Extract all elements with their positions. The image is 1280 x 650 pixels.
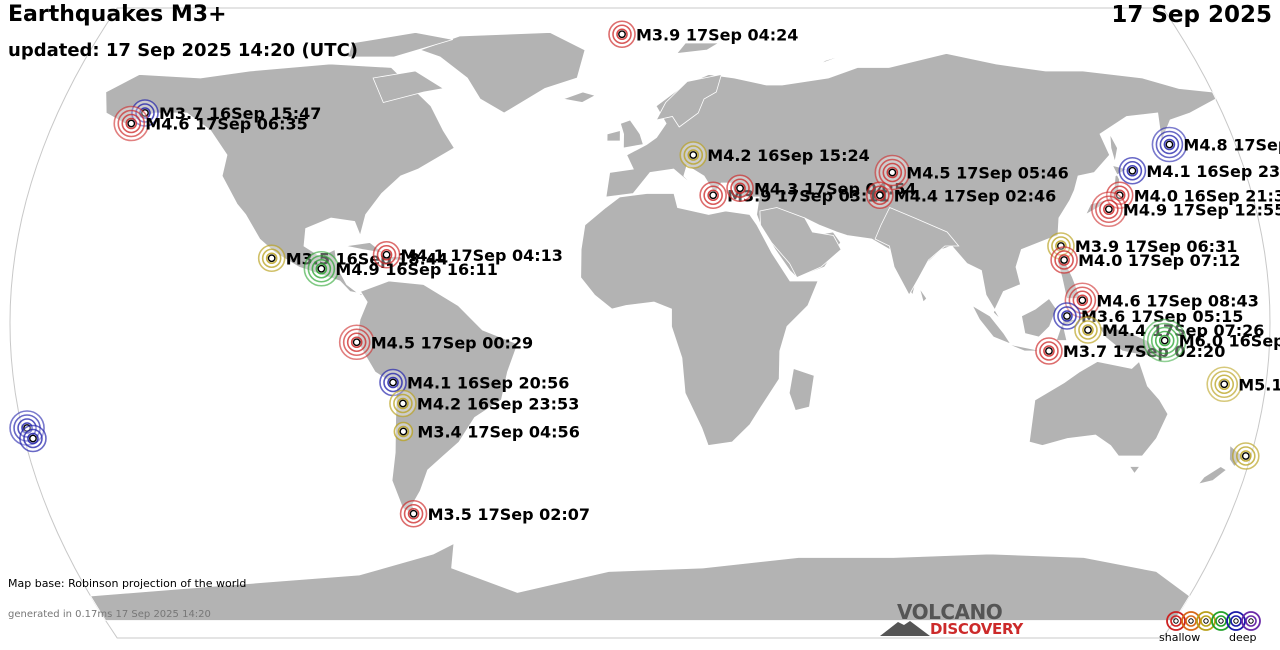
landmass-india: [874, 206, 960, 296]
quake-label: M3.5 17Sep 02:07: [428, 505, 590, 524]
quake-label: M4.8 17Sep 06:38: [1183, 136, 1280, 155]
quake-label: M4.4 17Sep 02:46: [894, 186, 1056, 205]
legend-depth-marker: [1166, 611, 1186, 631]
landmass-british-isles: [619, 119, 644, 149]
quake-label: M3.9 17Sep 03:11: [727, 186, 889, 205]
updated-time: updated: 17 Sep 2025 14:20 (UTC): [8, 40, 359, 61]
quake-label: M4.2 16Sep 15:24: [707, 146, 869, 165]
quake-marker[interactable]: M4.4 17Sep 02:46: [866, 181, 1056, 210]
quake-label: M4.9 16Sep 16:11: [335, 260, 497, 279]
quake-label: M3.9 17Sep 04:24: [636, 25, 798, 44]
logo-discovery-text[interactable]: DISCOVERY: [930, 620, 1023, 638]
quake-marker[interactable]: M4.0 17Sep 07:12: [1050, 246, 1241, 274]
legend-depth-marker: [1196, 611, 1216, 631]
legend-depth-marker: [1181, 611, 1201, 631]
landmass-sri-lanka: [919, 287, 928, 303]
logo-volcano-text[interactable]: VOLCANO: [897, 600, 1003, 624]
landmass-novaya-zemlya: [802, 53, 849, 75]
quake-marker[interactable]: M6.0 16Sep 16:59: [1142, 318, 1280, 363]
quake-marker[interactable]: M4.6 17Sep 06:35: [113, 105, 308, 142]
landmass-borneo: [1021, 297, 1057, 338]
map-date: 17 Sep 2025: [1111, 2, 1272, 28]
quake-marker[interactable]: M4.8 17Sep 06:38: [1151, 126, 1280, 163]
quake-marker[interactable]: M4.5 17Sep 00:29: [338, 324, 533, 361]
quake-marker[interactable]: M4.9 17Sep 12:55: [1091, 191, 1280, 228]
quake-label: M6.0 16Sep 16:59: [1179, 332, 1280, 351]
landmass-north-america: [105, 63, 455, 296]
quake-marker[interactable]: M3.6 17Sep 05:15: [1053, 302, 1243, 330]
legend-depth-marker: [1226, 611, 1246, 631]
quake-marker[interactable]: M4.9 16Sep 16:11: [303, 250, 498, 287]
depth-legend: [1166, 611, 1261, 631]
volcano-logo-icon: [880, 621, 930, 636]
quake-marker[interactable]: M4.1 16Sep 20:56: [379, 368, 569, 397]
quake-marker[interactable]: M5.1 17Sep 12:02: [1206, 366, 1280, 403]
landmasses: [89, 32, 1245, 621]
landmass-sakhalin: [1109, 133, 1118, 163]
landmass-south-america: [356, 280, 519, 517]
quake-marker[interactable]: [1232, 442, 1260, 470]
landmass-iceland: [561, 91, 597, 103]
landmass-africa: [580, 193, 819, 446]
landmass-greenland: [418, 32, 586, 114]
quake-marker[interactable]: [19, 424, 47, 453]
legend-depth-marker: [1241, 611, 1261, 631]
quake-marker[interactable]: M4.1 16Sep 23:07: [1118, 156, 1280, 185]
landmass-eurasia: [605, 53, 1217, 320]
legend-depth-marker: [1211, 611, 1231, 631]
landmass-tasmania: [1128, 466, 1141, 475]
legend-deep-label: deep: [1229, 631, 1257, 644]
quake-label: M5.1 17Sep 12:02: [1238, 375, 1280, 394]
quake-label: M3.6 17Sep 05:15: [1081, 307, 1243, 326]
page-title: Earthquakes M3+: [8, 2, 227, 27]
quake-label: M3.7 16Sep 15:47: [159, 104, 321, 123]
quake-label: M4.0 17Sep 07:12: [1078, 251, 1240, 270]
quake-label: M4.1 17Sep 04:13: [401, 246, 563, 265]
quake-marker[interactable]: M4.5 17Sep 05:46: [874, 154, 1069, 191]
quake-label: M3.5 16Sep 18:44: [286, 249, 448, 268]
quake-label: M4.9 17Sep 12:55: [1123, 200, 1280, 219]
map-base-note: Map base: Robinson projection of the wor…: [8, 577, 247, 590]
quake-label: M3.4 17Sep 04:56: [417, 423, 579, 442]
landmass-ellesmere: [347, 32, 454, 58]
landmass-antarctica: [89, 542, 1191, 621]
quake-label: M4.5 17Sep 05:46: [906, 164, 1068, 183]
quake-label: M4.6 17Sep 08:43: [1096, 291, 1258, 310]
landmass-baffin: [372, 70, 445, 103]
quake-marker[interactable]: M3.5 17Sep 02:07: [399, 499, 590, 528]
landmass-new-zealand-south: [1197, 466, 1228, 485]
quake-label: M4.0 16Sep 21:33: [1134, 186, 1280, 205]
generated-note: generated in 0.17ms 17 Sep 2025 14:20: [8, 609, 211, 620]
landmass-australia: [1028, 360, 1169, 457]
quake-label: M4.1 16Sep 20:56: [407, 374, 569, 393]
quake-marker[interactable]: M3.9 17Sep 03:11: [699, 181, 890, 210]
quake-marker[interactable]: M4.2 16Sep 23:53: [389, 389, 579, 418]
quake-marker[interactable]: M4.1 17Sep 04:13: [372, 240, 563, 269]
landmass-sumatra: [971, 304, 1012, 345]
landmass-ireland: [606, 129, 621, 142]
quake-marker[interactable]: M3.4 17Sep 04:56: [393, 421, 580, 442]
landmass-java: [1007, 343, 1043, 352]
landmass-scandinavia: [655, 73, 722, 128]
landmass-madagascar: [788, 367, 815, 411]
quake-label: M4.5 17Sep 00:29: [371, 333, 533, 352]
quake-marker[interactable]: M3.9 17Sep 04:24: [608, 20, 798, 49]
legend-shallow-label: shallow: [1159, 631, 1201, 644]
quake-marker[interactable]: M4.2 16Sep 15:24: [679, 141, 870, 169]
quake-label: M4.1 16Sep 23:07: [1146, 162, 1280, 181]
landmass-svalbard: [675, 42, 721, 55]
quake-marker[interactable]: M3.5 16Sep 18:44: [257, 244, 448, 273]
landmass-arabia: [759, 207, 842, 279]
quake-marker[interactable]: M4.6 17Sep 08:43: [1064, 282, 1259, 319]
quake-label: M3.9 17Sep 06:31: [1075, 237, 1237, 256]
quake-label: M4.6 17Sep 06:35: [145, 115, 307, 134]
quake-label: M4.2 16Sep 23:53: [417, 395, 579, 414]
